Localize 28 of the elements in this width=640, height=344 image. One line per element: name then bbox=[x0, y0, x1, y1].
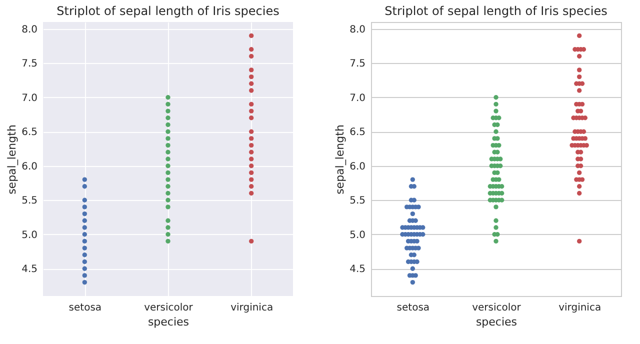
y-tick-label: 4.5 bbox=[350, 264, 366, 276]
x-tick-label: virginica bbox=[230, 302, 274, 314]
y-tick-label: 6.0 bbox=[350, 161, 366, 172]
y-tick-label: 7.0 bbox=[350, 92, 366, 104]
y-axis-title: sepal_length bbox=[334, 124, 347, 194]
x-axis-title: species bbox=[476, 316, 518, 328]
y-axis-title: sepal_length bbox=[6, 124, 19, 194]
chart-title: Striplot of sepal length of Iris species bbox=[384, 4, 608, 18]
y-tick-label: 8.0 bbox=[22, 24, 38, 36]
y-tick-label: 5.0 bbox=[350, 230, 366, 241]
y-tick-label: 7.5 bbox=[350, 58, 366, 70]
y-tick-label: 6.5 bbox=[350, 127, 366, 138]
chart-title: Striplot of sepal length of Iris species bbox=[56, 4, 280, 18]
y-tick-label: 4.5 bbox=[22, 264, 38, 276]
y-tick-label: 5.5 bbox=[350, 196, 366, 207]
x-tick-label: versicolor bbox=[472, 302, 522, 314]
y-tick-label: 5.5 bbox=[22, 196, 38, 207]
x-tick-label: virginica bbox=[558, 302, 602, 314]
x-axis-title: species bbox=[148, 316, 190, 328]
x-tick-label: versicolor bbox=[144, 302, 194, 314]
y-tick-label: 7.5 bbox=[22, 58, 38, 70]
y-tick-label: 7.0 bbox=[22, 92, 38, 104]
y-tick-label: 6.5 bbox=[22, 127, 38, 138]
y-tick-label: 6.0 bbox=[22, 161, 38, 172]
x-tick-label: setosa bbox=[68, 302, 102, 314]
x-tick-label: setosa bbox=[396, 302, 430, 314]
y-tick-label: 8.0 bbox=[350, 24, 366, 36]
y-tick-label: 5.0 bbox=[22, 230, 38, 241]
